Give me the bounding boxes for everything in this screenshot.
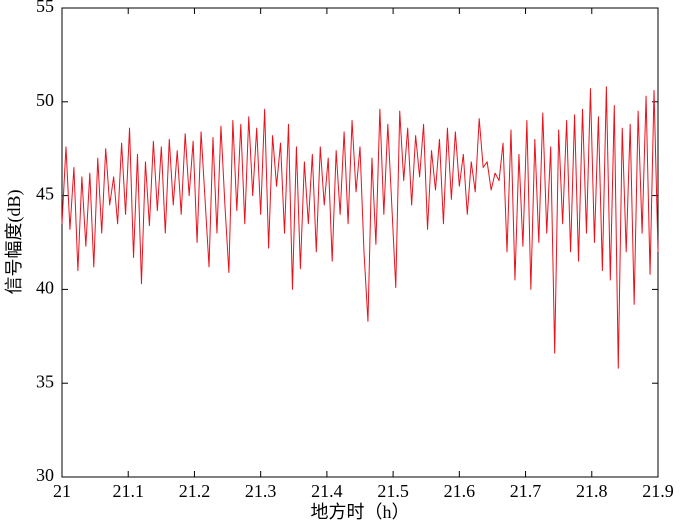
x-axis-label: 地方时（h） — [311, 502, 410, 522]
x-tick-label: 21 — [53, 481, 71, 501]
x-tick-label: 21.5 — [377, 481, 409, 501]
x-tick-label: 21.4 — [311, 481, 343, 501]
y-tick-label: 40 — [36, 278, 54, 298]
x-tick-label: 21.1 — [112, 481, 144, 501]
x-tick-label: 21.7 — [510, 481, 542, 501]
data-line — [61, 86, 659, 369]
x-tick-label: 21.8 — [576, 481, 608, 501]
x-tick-label: 21.2 — [179, 481, 211, 501]
y-tick-label: 35 — [36, 371, 54, 391]
x-tick-label: 21.6 — [444, 481, 476, 501]
y-tick-label: 50 — [36, 90, 54, 110]
y-tick-label: 30 — [36, 465, 54, 485]
x-tick-label: 21.9 — [642, 481, 674, 501]
y-tick-label: 45 — [36, 184, 54, 204]
y-axis-label: 信号幅度(dB) — [4, 190, 25, 295]
plot-frame — [61, 7, 659, 478]
y-tick-label: 55 — [36, 0, 54, 16]
x-tick-label: 21.3 — [245, 481, 277, 501]
